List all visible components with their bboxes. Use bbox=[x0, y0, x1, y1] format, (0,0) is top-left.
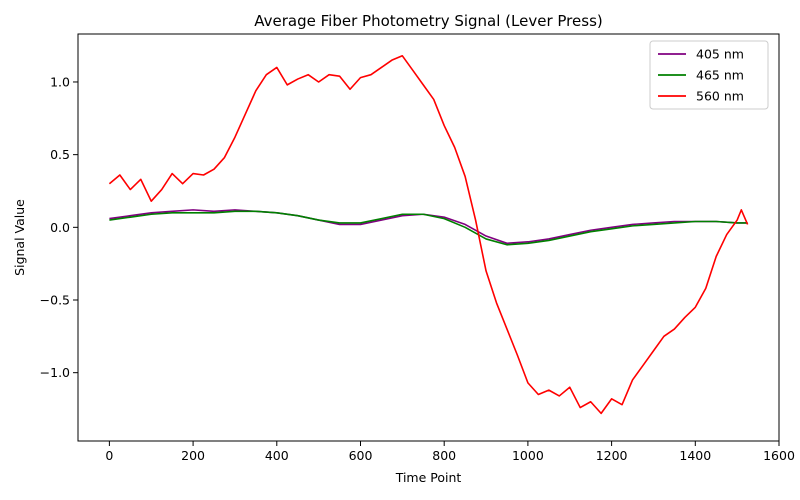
x-tick-label: 200 bbox=[181, 448, 205, 463]
x-axis-label: Time Point bbox=[395, 470, 462, 485]
y-axis: −1.0 −0.5 0.0 0.5 1.0 bbox=[40, 74, 78, 380]
x-tick-label: 0 bbox=[105, 448, 113, 463]
x-tick-label: 1000 bbox=[512, 448, 544, 463]
plot-frame bbox=[77, 33, 780, 442]
y-tick-label: 1.0 bbox=[50, 74, 70, 89]
x-tick-label: 1400 bbox=[679, 448, 711, 463]
series-line-560-nm bbox=[108, 54, 749, 415]
legend: 405 nm 465 nm 560 nm bbox=[649, 40, 769, 110]
plot-area bbox=[77, 33, 780, 442]
series-line-465-nm bbox=[109, 210, 748, 246]
x-tick-label: 1200 bbox=[596, 448, 628, 463]
y-tick-label: 0.0 bbox=[50, 220, 70, 235]
chart-title: Average Fiber Photometry Signal (Lever P… bbox=[254, 12, 602, 30]
y-tick-label: −0.5 bbox=[40, 293, 70, 308]
x-tick-label: 600 bbox=[349, 448, 373, 463]
legend-entry: 560 nm bbox=[696, 89, 744, 104]
legend-entry: 405 nm bbox=[696, 47, 744, 62]
legend-box bbox=[649, 40, 769, 110]
y-tick-label: −1.0 bbox=[40, 365, 70, 380]
x-tick-label: 800 bbox=[432, 448, 456, 463]
x-axis: 0 200 400 600 800 1000 1200 1400 1600 bbox=[105, 441, 795, 463]
y-tick-label: 0.5 bbox=[50, 147, 70, 162]
legend-entry: 465 nm bbox=[696, 68, 744, 83]
x-tick-label: 400 bbox=[265, 448, 289, 463]
y-axis-label: Signal Value bbox=[12, 199, 27, 276]
x-tick-label: 1600 bbox=[763, 448, 795, 463]
